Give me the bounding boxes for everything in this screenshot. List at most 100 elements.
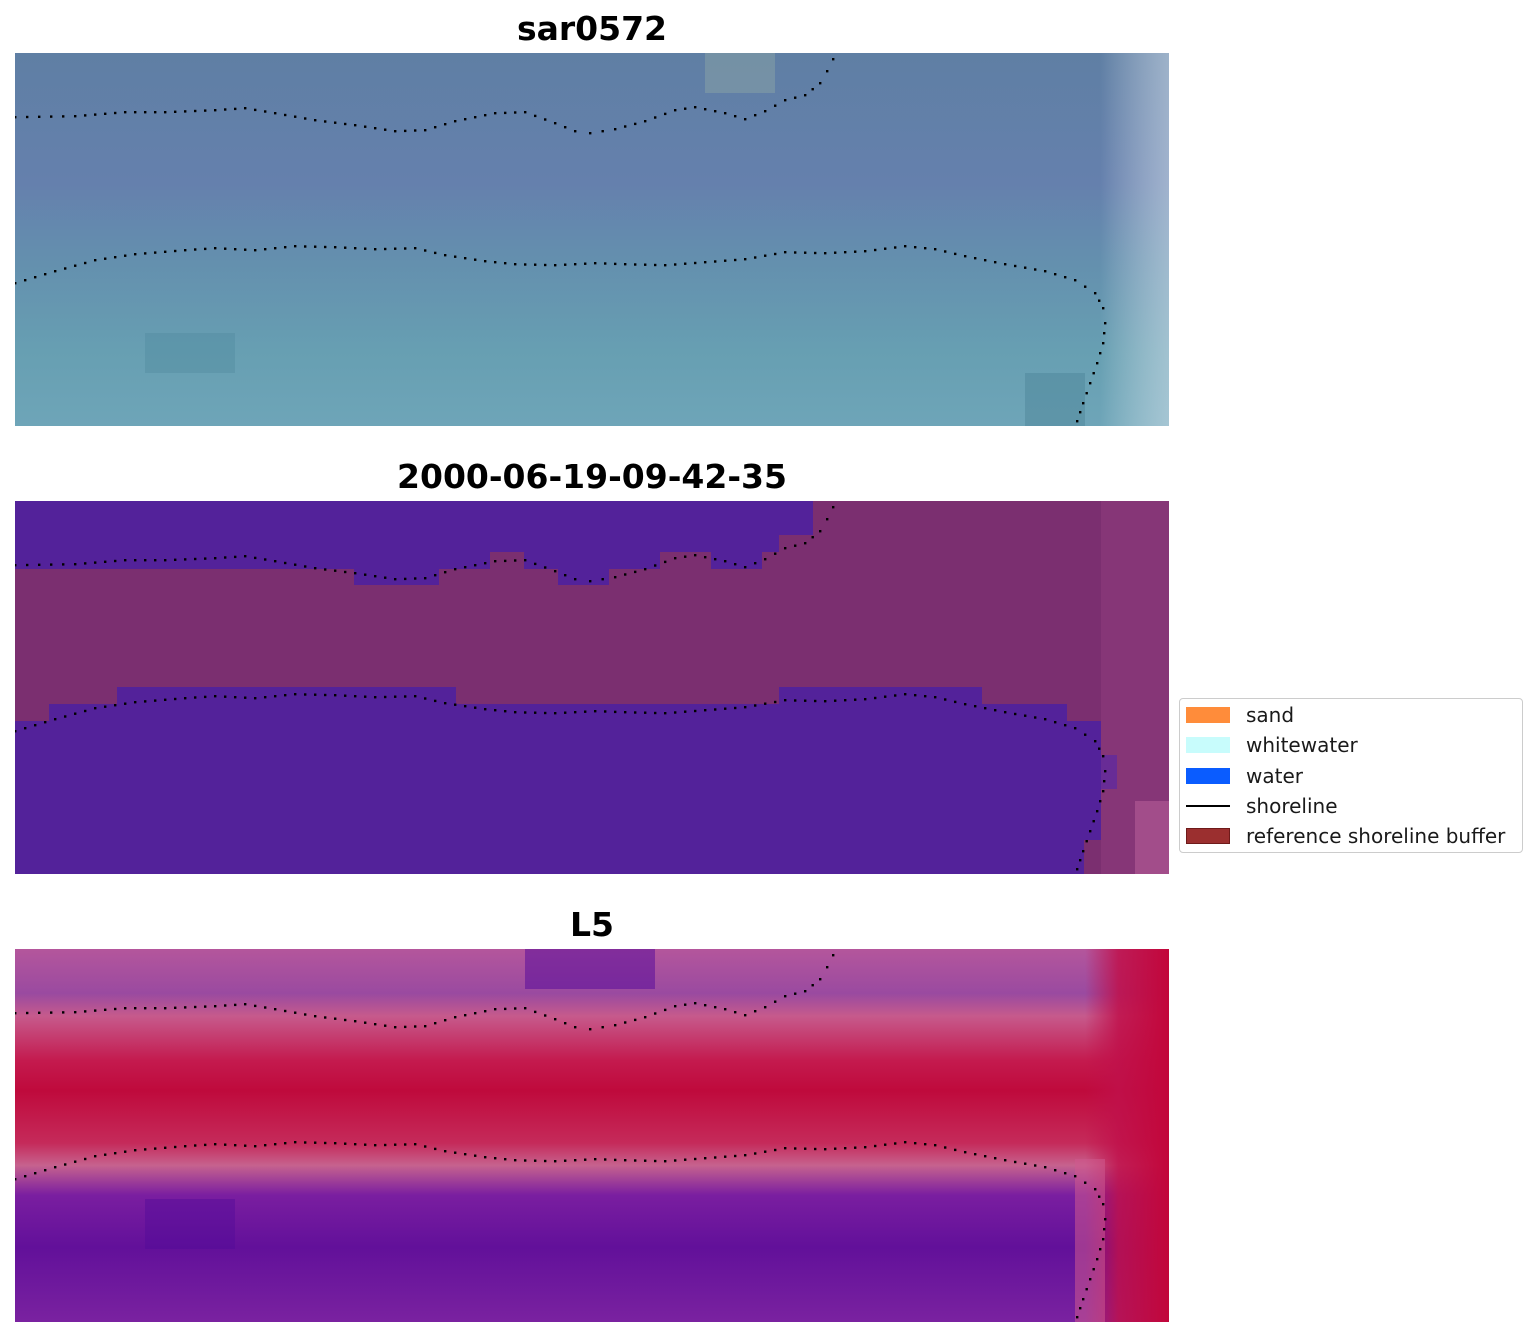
shoreline-dot <box>214 1143 217 1146</box>
shoreline-dot <box>74 563 77 566</box>
shoreline-dot <box>104 257 107 260</box>
shoreline-dot <box>234 555 237 559</box>
shoreline-dot <box>334 1017 337 1020</box>
shoreline-dot <box>634 570 637 574</box>
shoreline-dot <box>284 561 287 565</box>
shoreline-dot <box>694 261 697 265</box>
shoreline-dot <box>1034 268 1037 271</box>
shoreline-dot <box>104 112 107 115</box>
shoreline-dot <box>1084 285 1087 288</box>
shoreline-dot <box>804 94 807 97</box>
shoreline-dot <box>74 264 77 267</box>
shoreline-dot <box>504 710 507 713</box>
shoreline-dot <box>144 1148 147 1151</box>
shoreline-dot <box>374 575 377 578</box>
shoreline-dot <box>114 1152 117 1155</box>
shoreline-dot <box>1076 868 1079 871</box>
shoreline-dot <box>444 123 447 126</box>
shoreline-dot <box>244 555 247 558</box>
shoreline-dot <box>754 562 757 565</box>
shoreline-dot <box>434 1147 437 1151</box>
shoreline-dot <box>124 559 127 562</box>
shoreline-dot <box>754 1010 757 1013</box>
shoreline-dot <box>124 111 127 114</box>
shoreline-dot <box>154 1147 157 1150</box>
shoreline-dot <box>364 1021 367 1024</box>
shoreline-dot <box>984 707 987 710</box>
shoreline-dot <box>124 254 127 257</box>
shoreline-dot <box>314 693 317 696</box>
shoreline-dot <box>774 700 777 704</box>
shoreline-dot <box>114 704 117 707</box>
shoreline-dot <box>944 250 947 253</box>
shoreline-dot <box>654 116 657 119</box>
shoreline-dot <box>1084 733 1087 736</box>
shoreline-dot <box>324 693 327 697</box>
shoreline-dot <box>304 117 307 120</box>
shoreline-dot <box>794 544 797 547</box>
shoreline-dot <box>24 1175 27 1178</box>
shoreline-dot <box>374 248 377 251</box>
shoreline-dot <box>314 567 317 570</box>
shoreline-dot <box>994 709 997 712</box>
shoreline-dot <box>524 1159 527 1162</box>
shoreline-dot <box>574 1026 577 1029</box>
shoreline-dot <box>664 712 667 715</box>
shoreline-dot <box>464 118 467 121</box>
shoreline-dot <box>94 707 97 710</box>
shoreline-line-icon <box>1186 804 1230 808</box>
shoreline-dot <box>664 264 667 267</box>
shoreline-dot <box>404 577 407 581</box>
shoreline-dot <box>724 1155 727 1158</box>
shoreline-dot <box>484 260 487 263</box>
shoreline-dot <box>601 1026 604 1029</box>
shoreline-dot <box>724 707 727 710</box>
shoreline-dot <box>974 1153 977 1156</box>
shoreline-dot <box>754 1152 757 1155</box>
shoreline-dot <box>534 263 537 266</box>
shoreline-dot <box>294 245 297 248</box>
shoreline-dot <box>944 1146 947 1149</box>
shoreline-dot <box>464 1153 467 1156</box>
shoreline-dot <box>74 1160 77 1163</box>
shoreline-dot <box>434 1022 437 1025</box>
shoreline-dot <box>474 116 477 119</box>
shoreline-dot <box>424 1025 427 1028</box>
shoreline-dot <box>844 251 847 254</box>
shoreline-dot <box>484 1156 487 1159</box>
shoreline-dot <box>744 258 747 261</box>
shoreline-dot <box>1099 1248 1102 1251</box>
shoreline-dot <box>484 562 487 565</box>
shoreline-dot <box>924 1143 927 1146</box>
shoreline-dot <box>554 264 557 267</box>
legend-label: water <box>1246 764 1303 788</box>
shoreline-dot <box>214 109 217 112</box>
shoreline-dot <box>304 693 307 696</box>
shoreline-dot <box>24 727 27 730</box>
shoreline-dot <box>954 700 957 704</box>
shoreline-dot <box>304 1141 307 1144</box>
shoreline-dot <box>274 1143 277 1146</box>
shoreline-dot <box>934 248 937 251</box>
legend-item-water: water <box>1186 764 1303 788</box>
shoreline-dot <box>832 58 835 61</box>
shoreline-dot <box>15 564 17 567</box>
shoreline-dot <box>854 250 857 253</box>
shoreline-dot <box>544 566 547 569</box>
shoreline-dot <box>734 1011 737 1014</box>
shoreline-dot <box>474 564 477 567</box>
shoreline-dot <box>254 556 257 560</box>
shoreline-dot <box>44 721 47 724</box>
shoreline-dot <box>184 1006 187 1009</box>
shoreline-dot <box>484 1010 487 1013</box>
shoreline-dot <box>1089 382 1092 385</box>
shoreline-dot <box>664 1160 667 1163</box>
shoreline-dot <box>104 1153 107 1156</box>
shoreline-dot <box>924 695 927 698</box>
shoreline-dot <box>364 573 367 576</box>
shoreline-dot <box>15 730 17 733</box>
shoreline-dot <box>1034 716 1037 719</box>
legend: sand whitewater water shoreline referenc… <box>1179 698 1523 853</box>
shoreline-dot <box>734 706 737 710</box>
shoreline-dot <box>474 258 477 261</box>
